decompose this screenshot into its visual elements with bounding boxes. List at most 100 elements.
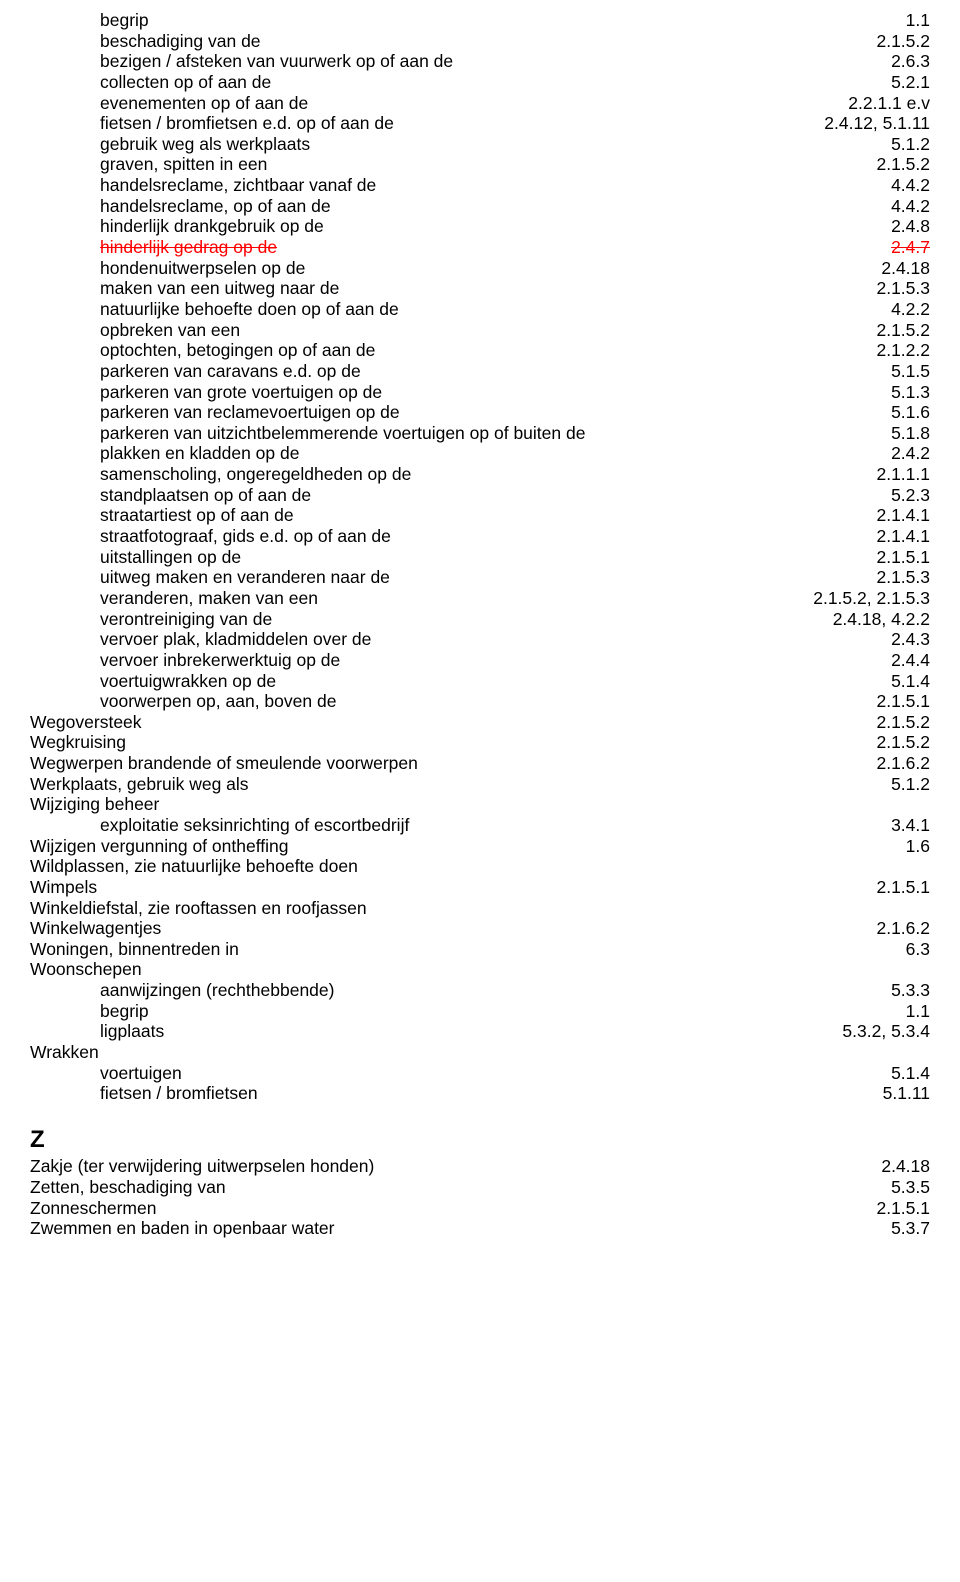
index-row: opbreken van een2.1.5.2 xyxy=(30,320,930,341)
index-reference: 2.1.4.1 xyxy=(864,505,930,526)
index-row: maken van een uitweg naar de 2.1.5.3 xyxy=(30,278,930,299)
index-term: voertuigwrakken op de xyxy=(100,671,276,692)
index-term: Wildplassen, zie natuurlijke behoefte do… xyxy=(30,856,358,877)
index-reference: 5.1.8 xyxy=(879,423,930,444)
index-row: Winkelwagentjes2.1.6.2 xyxy=(30,918,930,939)
index-reference: 4.2.2 xyxy=(879,299,930,320)
index-term: parkeren van caravans e.d. op de xyxy=(100,361,361,382)
index-reference: 2.4.18 xyxy=(869,258,930,279)
index-term: handelsreclame, zichtbaar vanaf de xyxy=(100,175,376,196)
index-row: Wrakken xyxy=(30,1042,930,1063)
index-term: standplaatsen op of aan de xyxy=(100,485,311,506)
index-reference: 2.1.5.1 xyxy=(864,1198,930,1219)
index-row: fietsen / bromfietsen 5.1.11 xyxy=(30,1083,930,1104)
index-term: begrip xyxy=(100,1001,149,1022)
index-reference: 5.1.3 xyxy=(879,382,930,403)
index-row: parkeren van caravans e.d. op de5.1.5 xyxy=(30,361,930,382)
index-term: aanwijzingen (rechthebbende) xyxy=(100,980,334,1001)
index-row: Wijzigen vergunning of ontheffing1.6 xyxy=(30,836,930,857)
index-reference: 3.4.1 xyxy=(879,815,930,836)
index-row: Woonschepen xyxy=(30,959,930,980)
index-term: Wrakken xyxy=(30,1042,99,1063)
index-reference: 5.3.5 xyxy=(879,1177,930,1198)
index-term: veranderen, maken van een xyxy=(100,588,318,609)
index-reference: 2.1.5.2, 2.1.5.3 xyxy=(801,588,930,609)
index-row: exploitatie seksinrichting of escortbedr… xyxy=(30,815,930,836)
index-row: beschadiging van de2.1.5.2 xyxy=(30,31,930,52)
index-reference: 2.4.18 xyxy=(869,1156,930,1177)
index-reference: 5.1.2 xyxy=(879,134,930,155)
index-row: hinderlijk drankgebruik op de2.4.8 xyxy=(30,216,930,237)
index-term: Zetten, beschadiging van xyxy=(30,1177,226,1198)
index-term: maken van een uitweg naar de xyxy=(100,278,339,299)
index-term: Wegwerpen brandende of smeulende voorwer… xyxy=(30,753,418,774)
index-row: evenementen op of aan de 2.2.1.1 e.v xyxy=(30,93,930,114)
index-reference: 5.2.3 xyxy=(879,485,930,506)
index-term: voertuigen xyxy=(100,1063,182,1084)
index-term: straatartiest op of aan de xyxy=(100,505,294,526)
index-reference: 2.1.6.2 xyxy=(864,753,930,774)
index-reference: 6.3 xyxy=(894,939,930,960)
index-term: vervoer inbrekerwerktuig op de xyxy=(100,650,340,671)
index-row: vervoer inbrekerwerktuig op de 2.4.4 xyxy=(30,650,930,671)
index-term: Wijziging beheer xyxy=(30,794,159,815)
index-term: optochten, betogingen op of aan de xyxy=(100,340,375,361)
index-term: Wegoversteek xyxy=(30,712,142,733)
index-reference: 2.4.3 xyxy=(879,629,930,650)
index-term: hondenuitwerpselen op de xyxy=(100,258,305,279)
index-main-list: begrip1.1beschadiging van de2.1.5.2bezig… xyxy=(30,10,930,1104)
index-term: verontreiniging van de xyxy=(100,609,272,630)
index-reference: 5.2.1 xyxy=(879,72,930,93)
index-reference: 2.1.4.1 xyxy=(864,526,930,547)
index-row: collecten op of aan de5.2.1 xyxy=(30,72,930,93)
index-term: parkeren van uitzichtbelemmerende voertu… xyxy=(100,423,585,444)
index-row: Werkplaats, gebruik weg als5.1.2 xyxy=(30,774,930,795)
index-row: natuurlijke behoefte doen op of aan de 4.… xyxy=(30,299,930,320)
index-reference: 5.1.11 xyxy=(871,1083,930,1104)
index-term: fietsen / bromfietsen e.d. op of aan de xyxy=(100,113,394,134)
index-page: begrip1.1beschadiging van de2.1.5.2bezig… xyxy=(0,0,960,1269)
index-reference: 2.1.5.2 xyxy=(864,320,930,341)
index-row: straatartiest op of aan de 2.1.4.1 xyxy=(30,505,930,526)
index-row: veranderen, maken van een 2.1.5.2, 2.1.5.… xyxy=(30,588,930,609)
index-term: natuurlijke behoefte doen op of aan de xyxy=(100,299,399,320)
index-z-list: Zakje (ter verwijdering uitwerpselen hon… xyxy=(30,1156,930,1239)
index-row: uitstallingen op de2.1.5.1 xyxy=(30,547,930,568)
index-reference: 2.4.18, 4.2.2 xyxy=(821,609,930,630)
index-term: exploitatie seksinrichting of escortbedr… xyxy=(100,815,409,836)
index-reference: 4.4.2 xyxy=(879,196,930,217)
index-term: samenscholing, ongeregeldheden op de xyxy=(100,464,411,485)
index-reference: 2.6.3 xyxy=(879,51,930,72)
index-term: gebruik weg als werkplaats xyxy=(100,134,310,155)
index-row: uitweg maken en veranderen naar de2.1.5.… xyxy=(30,567,930,588)
index-reference: 2.1.5.2 xyxy=(864,712,930,733)
index-reference: 2.4.12, 5.1.11 xyxy=(812,113,930,134)
index-row: fietsen / bromfietsen e.d. op of aan de 2… xyxy=(30,113,930,134)
index-reference: 2.1.1.1 xyxy=(864,464,930,485)
index-row: standplaatsen op of aan de 5.2.3 xyxy=(30,485,930,506)
index-reference: 2.2.1.1 e.v xyxy=(836,93,930,114)
index-term: evenementen op of aan de xyxy=(100,93,308,114)
index-row: hondenuitwerpselen op de 2.4.18 xyxy=(30,258,930,279)
index-row: verontreiniging van de 2.4.18, 4.2.2 xyxy=(30,609,930,630)
index-term: Zakje (ter verwijdering uitwerpselen hon… xyxy=(30,1156,374,1177)
index-term: fietsen / bromfietsen xyxy=(100,1083,258,1104)
index-row: Wimpels2.1.5.1 xyxy=(30,877,930,898)
index-row: aanwijzingen (rechthebbende)5.3.3 xyxy=(30,980,930,1001)
index-reference: 2.4.4 xyxy=(879,650,930,671)
index-row: hinderlijk gedrag op de2.4.7 xyxy=(30,237,930,258)
index-term: Wimpels xyxy=(30,877,97,898)
index-row: Zwemmen en baden in openbaar water5.3.7 xyxy=(30,1218,930,1239)
index-reference: 5.1.4 xyxy=(879,1063,930,1084)
index-row: begrip1.1 xyxy=(30,1001,930,1022)
index-term: Wijzigen vergunning of ontheffing xyxy=(30,836,288,857)
index-row: Wegkruising2.1.5.2 xyxy=(30,732,930,753)
index-reference: 2.1.2.2 xyxy=(864,340,930,361)
index-reference: 4.4.2 xyxy=(879,175,930,196)
index-row: voorwerpen op, aan, boven de2.1.5.1 xyxy=(30,691,930,712)
index-reference: 2.1.5.3 xyxy=(864,278,930,299)
index-reference: 2.4.2 xyxy=(879,443,930,464)
index-reference: 5.3.7 xyxy=(879,1218,930,1239)
index-reference: 5.3.2, 5.3.4 xyxy=(830,1021,930,1042)
section-letter-z: Z xyxy=(30,1126,930,1154)
